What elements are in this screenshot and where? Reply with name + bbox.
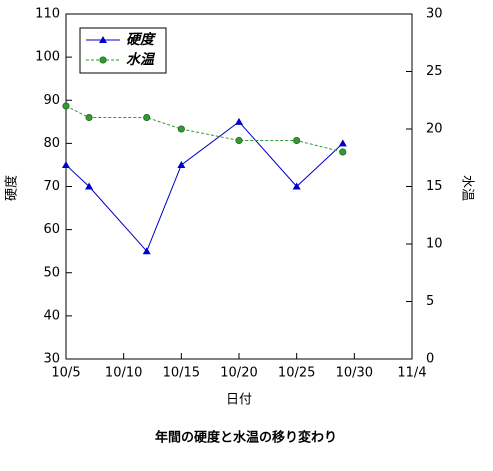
y2-tick-label: 10 — [426, 237, 443, 252]
legend-label: 硬度 — [126, 31, 157, 48]
y-tick-label: 40 — [43, 308, 60, 323]
marker — [338, 139, 347, 147]
x-axis-label: 日付 — [226, 393, 252, 408]
x-tick-label: 10/15 — [163, 366, 200, 381]
marker — [62, 160, 70, 168]
y2-tick-label: 30 — [426, 7, 443, 22]
marker — [142, 247, 151, 255]
marker — [177, 160, 186, 168]
y2-tick-label: 5 — [426, 294, 434, 309]
y-tick-label: 60 — [43, 222, 60, 237]
y-axis-label: 硬度 — [4, 175, 20, 201]
x-tick-label: 11/4 — [397, 366, 426, 381]
x-tick-label: 10/25 — [278, 366, 315, 381]
marker — [235, 136, 243, 145]
marker — [99, 56, 107, 64]
y-tick-label: 110 — [35, 7, 60, 22]
x-tick-label: 10/20 — [220, 366, 257, 381]
legend-box — [79, 27, 167, 74]
series-line — [65, 105, 343, 153]
x-tick-label: 10/10 — [105, 366, 142, 381]
y-tick-label: 100 — [35, 50, 60, 65]
marker — [99, 36, 107, 43]
marker — [143, 113, 151, 122]
y2-axis-label: 水温 — [460, 175, 475, 201]
chart-title: 年間の硬度と水温の移り変わり — [155, 430, 337, 446]
y2-tick-label: 25 — [426, 64, 443, 79]
marker — [293, 136, 301, 145]
y2-tick-label: 0 — [426, 352, 434, 367]
legend-label: 水温 — [126, 51, 156, 68]
x-tick-label: 10/30 — [336, 366, 373, 381]
marker — [62, 102, 70, 110]
marker — [235, 117, 243, 125]
y2-tick-label: 15 — [426, 179, 443, 194]
y-tick-label: 80 — [43, 136, 60, 151]
marker — [85, 182, 94, 190]
x-tick-label: 10/5 — [51, 366, 80, 381]
y-tick-label: 50 — [43, 265, 60, 280]
y-tick-label: 30 — [43, 352, 60, 367]
y-tick-label: 90 — [43, 93, 60, 108]
marker — [339, 148, 347, 156]
y2-tick-label: 20 — [426, 122, 443, 137]
marker — [177, 125, 185, 133]
y-tick-label: 70 — [43, 179, 60, 194]
marker — [292, 182, 301, 190]
marker — [85, 113, 93, 122]
